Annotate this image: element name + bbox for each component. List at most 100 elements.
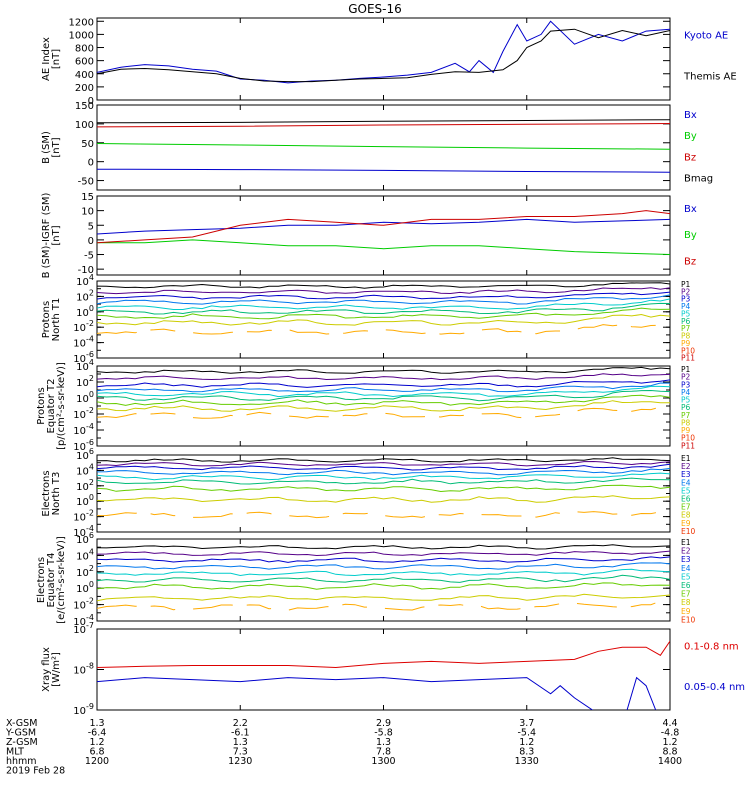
series-line-0-05-0-4-nm bbox=[97, 676, 657, 710]
legend-item: E9 bbox=[681, 519, 691, 528]
series-line-e8 bbox=[97, 593, 670, 602]
y-tick-exponent: 4 bbox=[89, 358, 94, 367]
series-group bbox=[97, 457, 670, 519]
legend-item: E6 bbox=[681, 581, 691, 590]
y-axis-title: Electrons bbox=[36, 557, 47, 603]
y-tick-label: 10-8 bbox=[73, 662, 94, 677]
y-axis-title: [nT] bbox=[51, 225, 62, 245]
series-line-bmag bbox=[97, 119, 670, 124]
series-line-bz bbox=[97, 210, 670, 244]
y-tick-label: 800 bbox=[75, 44, 94, 55]
y-tick-exponent: -2 bbox=[86, 319, 94, 328]
series-line-themis-ae bbox=[97, 28, 670, 83]
y-tick-exponent: -9 bbox=[86, 702, 94, 711]
x-axis-value: 6.8 bbox=[89, 747, 104, 758]
series-line-e6 bbox=[97, 574, 670, 583]
series-line-p1 bbox=[97, 282, 670, 289]
panel-frame bbox=[96, 454, 671, 533]
x-axis-row-label: Z-GSM bbox=[6, 737, 38, 748]
y-tick-exponent: -4 bbox=[86, 524, 94, 533]
series-line-p1 bbox=[97, 366, 670, 374]
series-group bbox=[97, 282, 670, 335]
legend-item: P9 bbox=[681, 339, 691, 348]
legend-item: By bbox=[684, 131, 697, 142]
legend-item: E1 bbox=[681, 454, 691, 463]
legend-item: E10 bbox=[681, 527, 696, 536]
y-tick-label: 100 bbox=[76, 493, 94, 508]
series-line-p8 bbox=[97, 313, 670, 326]
legend-item: Bx bbox=[684, 204, 697, 215]
series-group bbox=[97, 366, 670, 419]
legend-item: E7 bbox=[681, 590, 691, 599]
legend-item: E2 bbox=[681, 547, 691, 556]
legend-item: E4 bbox=[681, 478, 691, 487]
series-line-bx bbox=[97, 168, 670, 173]
series-line-e7 bbox=[97, 582, 670, 590]
legend-item: P2 bbox=[681, 373, 691, 382]
panel-bsm: -50 0 50 100 150 B (SM) [nT] Bx By Bz Bmag bbox=[41, 101, 713, 191]
legend-item: E7 bbox=[681, 503, 691, 512]
y-axis-title: Equator T4 bbox=[46, 553, 57, 608]
legend-item: E8 bbox=[681, 598, 691, 607]
legend-item: P3 bbox=[681, 295, 691, 304]
y-tick-label: 10-4 bbox=[73, 335, 94, 350]
y-tick-label: 15 bbox=[81, 192, 94, 203]
y-tick-exponent: -4 bbox=[86, 335, 94, 344]
legend-item: E10 bbox=[681, 615, 696, 624]
y-tick-label: 10 bbox=[81, 207, 94, 218]
legend-item: P11 bbox=[681, 354, 695, 363]
series-line-bx bbox=[97, 218, 670, 235]
series-line-p5 bbox=[97, 385, 670, 398]
y-tick-label: -5 bbox=[84, 251, 94, 262]
legend-item: P10 bbox=[681, 346, 695, 355]
y-tick-label: 5 bbox=[88, 221, 94, 232]
legend-item: P9 bbox=[681, 426, 691, 435]
legend-item: E5 bbox=[681, 486, 691, 495]
series-line-e4 bbox=[97, 562, 670, 570]
panel-frame bbox=[96, 195, 671, 276]
y-tick-label: 50 bbox=[81, 139, 94, 150]
y-tick-label: 150 bbox=[75, 101, 94, 112]
legend-item: P3 bbox=[681, 380, 691, 389]
legend-item: 0.1-0.8 nm bbox=[684, 641, 739, 652]
series-line-p7 bbox=[97, 307, 670, 320]
x-axis-row-label: MLT bbox=[6, 747, 24, 758]
y-tick-label: 1200 bbox=[69, 17, 94, 28]
y-tick-label: 10-2 bbox=[73, 597, 94, 612]
y-tick-exponent: -2 bbox=[86, 597, 94, 606]
legend-item: By bbox=[684, 230, 697, 241]
x-axis-value: 7.8 bbox=[376, 747, 391, 758]
series-group bbox=[97, 20, 670, 84]
series-line-e4 bbox=[97, 467, 670, 476]
legend-item: E8 bbox=[681, 511, 691, 520]
y-tick-exponent: 4 bbox=[89, 273, 94, 282]
legend-item: Themis AE bbox=[683, 72, 737, 83]
x-axis-value: 1.3 bbox=[376, 737, 391, 748]
y-tick-exponent: 4 bbox=[89, 462, 94, 471]
y-axis-title: B (SM) bbox=[41, 131, 52, 164]
y-axis-title: B (SM)-IGRF (SM) bbox=[41, 193, 52, 279]
y-tick-label: 102 bbox=[76, 374, 94, 389]
y-tick-exponent: 2 bbox=[89, 478, 94, 487]
x-axis-value: 1.3 bbox=[89, 718, 104, 729]
y-tick-exponent: 6 bbox=[89, 447, 94, 456]
panel-bdiff: -10 -5 0 5 10 15 B (SM)-IGRF (SM) [nT] Bx By Bz bbox=[41, 192, 697, 278]
series-line-bz bbox=[97, 123, 670, 128]
legend-item: E5 bbox=[681, 572, 691, 581]
panel-frame bbox=[96, 628, 671, 711]
series-line-e7 bbox=[97, 484, 670, 493]
panel-frame bbox=[96, 538, 671, 622]
legend-item: Bz bbox=[684, 152, 696, 163]
y-tick-label: 400 bbox=[75, 70, 94, 81]
series-line-p9 bbox=[97, 324, 670, 335]
x-axis-value: 1330 bbox=[515, 756, 539, 767]
y-axis-title: Protons bbox=[41, 301, 52, 338]
legend-item: P5 bbox=[681, 309, 691, 318]
legend-item: E3 bbox=[681, 470, 691, 479]
y-tick-exponent: 6 bbox=[89, 531, 94, 540]
x-axis-value: 2.2 bbox=[233, 718, 248, 729]
